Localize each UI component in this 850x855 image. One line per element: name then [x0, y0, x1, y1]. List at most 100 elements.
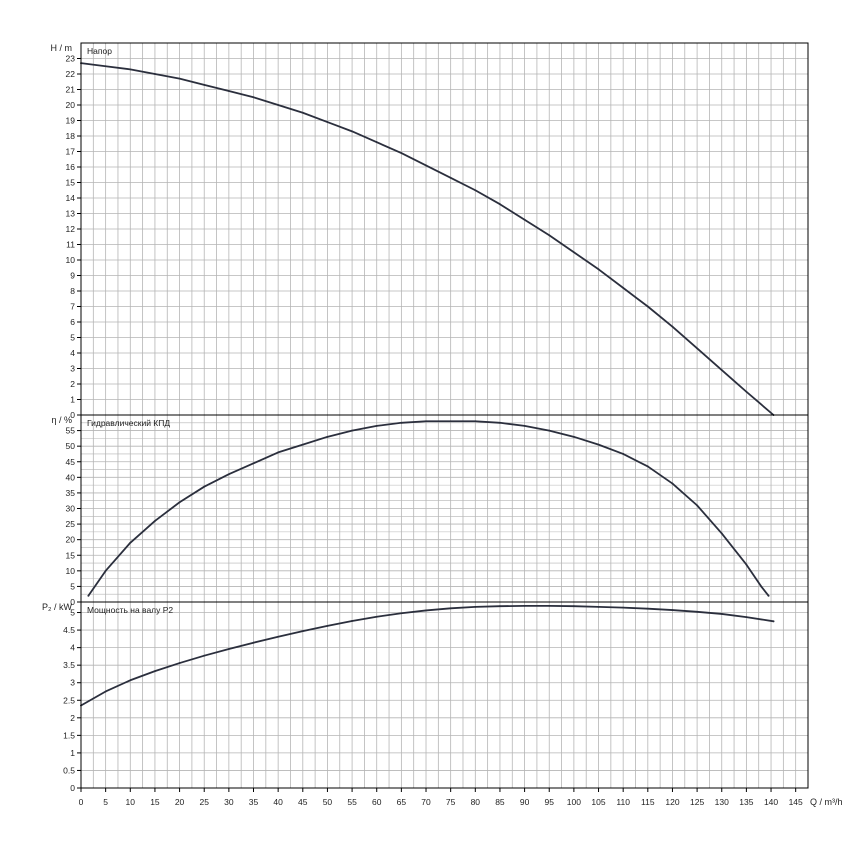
data-point-head	[696, 347, 699, 350]
data-point-efficiency	[400, 421, 403, 424]
data-point-efficiency	[104, 569, 107, 572]
data-point-efficiency	[474, 420, 477, 423]
data-point-efficiency	[252, 462, 255, 465]
data-point-efficiency	[745, 563, 748, 566]
y-tick-label: 8	[70, 286, 75, 296]
data-point-efficiency	[767, 594, 770, 597]
data-point-head	[425, 164, 427, 167]
data-point-efficiency	[548, 429, 551, 432]
data-point-head	[523, 218, 526, 221]
y-tick-label: 5	[70, 608, 75, 618]
x-tick-label: 40	[273, 797, 283, 807]
data-point-efficiency	[572, 435, 575, 438]
y-tick-label: 30	[66, 504, 76, 514]
panel-frame-power	[80, 601, 809, 789]
data-point-power	[499, 605, 501, 608]
data-point-efficiency	[523, 425, 526, 427]
y-tick-label: 18	[66, 131, 76, 141]
y-tick-label: 4	[70, 643, 75, 653]
x-tick-label: 95	[545, 797, 555, 807]
panel-title: Гидравлический КПД	[87, 418, 170, 428]
data-point-head	[597, 268, 600, 271]
data-point-efficiency	[499, 421, 501, 424]
y-tick-label: 3.5	[63, 660, 75, 670]
y-tick-label: 23	[66, 54, 76, 64]
data-point-head	[400, 152, 403, 154]
data-point-efficiency	[375, 425, 378, 427]
x-tick-label: 105	[591, 797, 605, 807]
y-axis-label: H / m	[51, 43, 73, 53]
data-point-head	[646, 305, 649, 308]
y-tick-label: 40	[66, 472, 76, 482]
data-point-efficiency	[129, 541, 132, 544]
data-point-power	[178, 662, 181, 664]
y-tick-label: 0.5	[63, 765, 75, 775]
x-tick-label: 55	[347, 797, 357, 807]
data-point-power	[622, 606, 625, 609]
x-tick-label: 45	[298, 797, 308, 807]
data-point-power	[572, 605, 575, 608]
data-point-power	[301, 630, 304, 633]
y-tick-label: 4	[70, 348, 75, 358]
x-tick-label: 135	[739, 797, 753, 807]
data-point-head	[474, 189, 477, 192]
y-tick-label: 17	[66, 147, 76, 157]
x-tick-label: 35	[249, 797, 259, 807]
x-tick-label: 20	[175, 797, 185, 807]
data-point-efficiency	[760, 585, 763, 588]
data-point-power	[129, 679, 132, 682]
data-point-head	[351, 130, 353, 133]
data-point-efficiency	[696, 504, 699, 507]
data-point-power	[425, 609, 427, 612]
data-point-head	[548, 234, 551, 237]
y-tick-label: 15	[66, 178, 76, 188]
data-point-efficiency	[449, 420, 452, 423]
y-tick-label: 0	[70, 783, 75, 793]
y-tick-label: 2.5	[63, 695, 75, 705]
y-tick-label: 12	[66, 224, 76, 234]
data-point-efficiency	[203, 485, 206, 488]
x-axis-label: Q / m³/h	[810, 797, 843, 807]
data-point-head	[154, 73, 156, 75]
x-tick-label: 120	[665, 797, 679, 807]
data-point-efficiency	[154, 520, 156, 522]
data-point-efficiency	[597, 443, 600, 446]
x-tick-label: 70	[421, 797, 431, 807]
x-tick-label: 100	[567, 797, 581, 807]
x-tick-label: 85	[495, 797, 505, 807]
data-point-efficiency	[178, 501, 181, 504]
data-point-power	[646, 607, 649, 610]
y-tick-label: 13	[66, 209, 76, 219]
y-tick-label: 6	[70, 317, 75, 327]
curve-power	[80, 604, 775, 707]
x-tick-label: 80	[471, 797, 481, 807]
x-tick-label: 110	[616, 797, 630, 807]
x-tick-label: 0	[79, 797, 84, 807]
data-point-efficiency	[425, 420, 427, 423]
y-tick-label: 7	[70, 302, 75, 312]
y-tick-label: 2	[70, 379, 75, 389]
y-tick-label: 11	[66, 240, 75, 250]
data-point-efficiency	[326, 435, 329, 438]
y-tick-label: 16	[66, 162, 76, 172]
y-tick-label: 1	[70, 395, 75, 405]
data-point-efficiency	[301, 443, 304, 446]
data-point-head	[277, 104, 280, 106]
y-tick-label: 5	[70, 581, 75, 591]
data-point-power	[745, 616, 748, 618]
y-axis-label: P₂ / kW	[42, 602, 72, 612]
x-tick-label: 115	[641, 797, 655, 807]
y-tick-label: 2	[70, 713, 75, 723]
y-tick-label: 20	[66, 535, 76, 545]
data-point-power	[474, 606, 477, 608]
x-axis: 0 5 10 15 20 25 30 35 40 45 50 55 60 65 70 75 80 85 90 95 10…	[79, 788, 843, 807]
data-point-power	[375, 615, 378, 618]
curve-head	[80, 62, 775, 416]
x-tick-label: 50	[323, 797, 333, 807]
panel-title: Напор	[87, 46, 112, 56]
y-tick-label: 9	[70, 271, 75, 281]
panel-title: Мощность на валу P2	[87, 605, 173, 615]
curve-efficiency	[87, 420, 770, 597]
x-tick-label: 145	[789, 797, 803, 807]
